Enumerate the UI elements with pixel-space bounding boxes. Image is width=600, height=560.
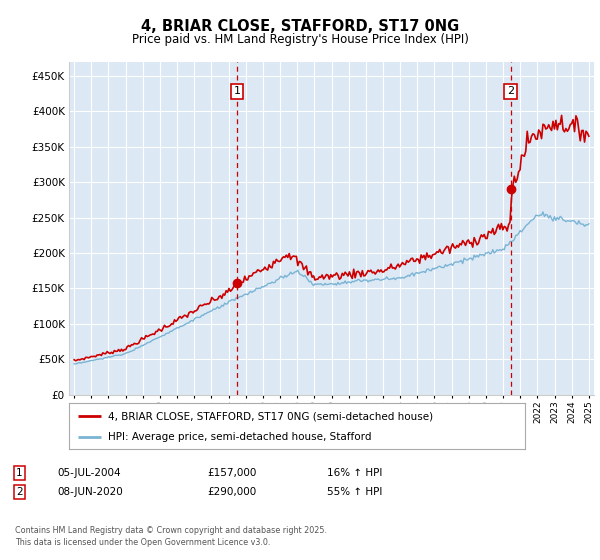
Text: HPI: Average price, semi-detached house, Stafford: HPI: Average price, semi-detached house,… [108, 432, 371, 442]
Text: 05-JUL-2004: 05-JUL-2004 [57, 468, 121, 478]
Text: 08-JUN-2020: 08-JUN-2020 [57, 487, 123, 497]
Text: Contains HM Land Registry data © Crown copyright and database right 2025.
This d: Contains HM Land Registry data © Crown c… [15, 526, 327, 547]
Text: 1: 1 [233, 86, 241, 96]
Text: £290,000: £290,000 [207, 487, 256, 497]
Text: 1: 1 [16, 468, 23, 478]
Text: 4, BRIAR CLOSE, STAFFORD, ST17 0NG (semi-detached house): 4, BRIAR CLOSE, STAFFORD, ST17 0NG (semi… [108, 411, 433, 421]
Text: Price paid vs. HM Land Registry's House Price Index (HPI): Price paid vs. HM Land Registry's House … [131, 32, 469, 46]
Text: 2: 2 [507, 86, 514, 96]
Text: £157,000: £157,000 [207, 468, 256, 478]
Text: 4, BRIAR CLOSE, STAFFORD, ST17 0NG: 4, BRIAR CLOSE, STAFFORD, ST17 0NG [141, 20, 459, 34]
Text: 55% ↑ HPI: 55% ↑ HPI [327, 487, 382, 497]
Text: 2: 2 [16, 487, 23, 497]
Text: 16% ↑ HPI: 16% ↑ HPI [327, 468, 382, 478]
